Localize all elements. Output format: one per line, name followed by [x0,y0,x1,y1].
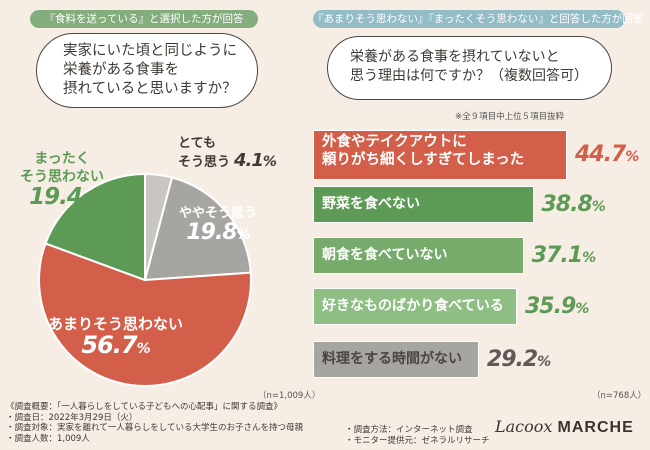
bar-value-label: 37.1% [531,242,596,268]
footer-line: ・調査人数：1,009人 [6,433,90,444]
pie-value-label: 19.8% [186,220,250,245]
footer-line: ・調査日：2022年3月29日（火） [6,412,138,423]
pie-value-label: 4.1% [234,150,277,171]
bar: 料理をする時間がない [313,341,479,378]
bar: 外食やテイクアウトに頼りがち細くしすぎてしまった [313,130,567,180]
footer-line: ・調査方法：インターネット調査 [345,425,473,435]
pie-value-label: 19.4% [29,184,96,210]
pie-category-label: まったく [34,151,90,167]
bar: 好きなものばかり食べている [313,288,517,325]
right-question-tag: 『あまりそう思わない』『まったくそう思わない』と回答した方が回答 [313,10,643,28]
footer-line: ・調査対象：実家を離れて一人暮らしをしている大学生のお子さんを持つ母親 [6,423,303,433]
pie-category-label: あまりそう思わない [48,315,184,333]
bar-category-label: 外食やテイクアウトに [322,134,467,150]
pie-slice [143,176,252,282]
pie-category-label: ややそう思う [179,206,258,221]
pie-label: ややそう思う 19.8% [179,205,257,244]
bar-value-label: 35.9% [525,293,589,319]
pie-category-label: そう思う [178,155,231,170]
bar-category-label: 頼りがち細くしすぎてしまった [322,152,525,168]
survey-footer-right: ・調査方法：インターネット調査 ・モニター提供元：ゼネラルリサーチ [345,425,490,446]
bar-value-label: 44.7% [575,142,639,167]
footer-line: ・モニター提供元：ゼネラルリサーチ [345,435,490,446]
left-question-line: 実家にいた頃と同じように [63,43,237,59]
pie-value-label: 56.7% [81,331,150,359]
excerpt-note: ※全９項目中上位５項目抜粋 [455,112,565,122]
pie-slice [44,172,146,282]
right-question-line: 思う理由は何ですか？（複数回答可） [350,68,588,84]
bar-category-label: 野菜を食べない [322,196,420,212]
right-question-line: 栄養がある食事を摂れていないと [350,49,560,65]
right-sample-size: （n=768人） [592,391,647,401]
pie-category-label: そう思わない [20,169,104,185]
pie-category-label: とても [178,136,216,151]
bar-value-label: 29.2% [486,346,551,372]
pie-slice [38,242,252,387]
left-question-line: 栄養がある食事を [63,62,179,78]
bar-category-label: 好きなものばかり食べている [322,298,504,314]
survey-footer: 《調査概要：「一人暮らしをしている子どもへの心配事」に関する調査》 ・調査日：2… [6,402,303,444]
brand-logo: Lacoox MARCHE [495,417,634,436]
left-question-tag: 『食料を送っている』と選択した方が回答 [30,10,258,28]
pie-label: とてもそう思う 4.1% [178,135,277,171]
left-question-line: 摂れていると思いますか？ [63,81,237,97]
left-question-box: 実家にいた頃と同じように 栄養がある食事を 摂れていると思いますか？ [36,33,258,108]
bar-value-label: 38.8% [541,191,606,217]
pie-label: まったくそう思わない 19.4% [20,150,104,209]
left-sample-size: （n=1,009人） [258,391,321,401]
bar: 野菜を食べない [313,186,534,223]
bar: 朝食を食べていない [313,237,524,274]
bar-category-label: 朝食を食べていない [322,247,448,263]
right-question-box: 栄養がある食事を摂れていないと 思う理由は何ですか？（複数回答可） [327,36,612,100]
bar-category-label: 料理をする時間がない [322,351,462,367]
footer-line: 《調査概要：「一人暮らしをしている子どもへの心配事」に関する調査》 [6,402,282,412]
pie-label: あまりそう思わない 56.7% [48,315,183,359]
